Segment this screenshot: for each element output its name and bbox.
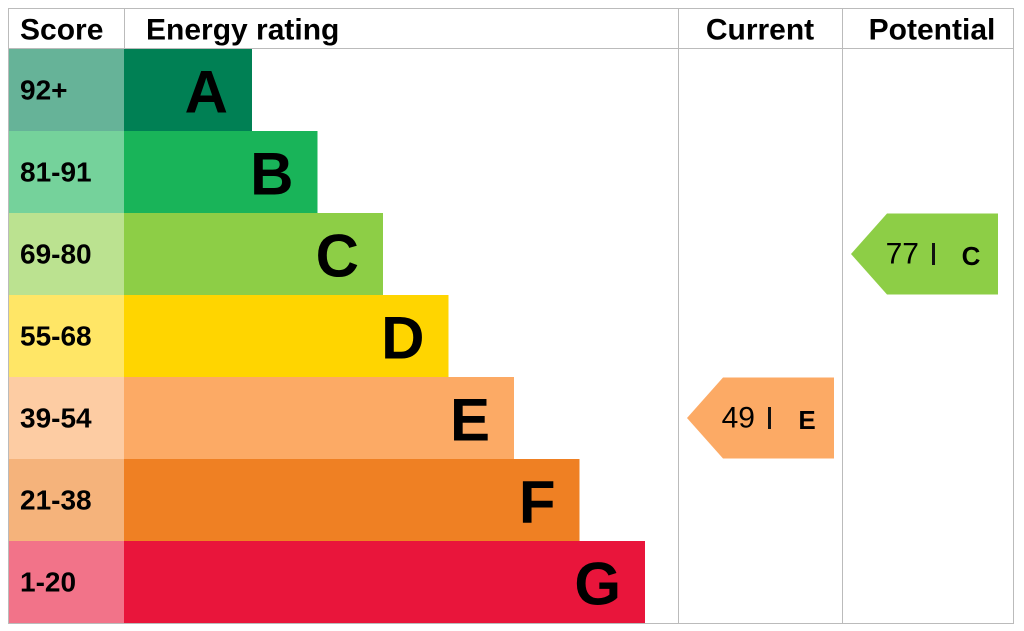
score-label: 69-80 <box>20 239 92 270</box>
band-letter: E <box>450 387 490 454</box>
separator <box>932 243 935 265</box>
band-bar <box>124 459 580 541</box>
score-cell <box>9 541 124 623</box>
rating-arrow <box>851 213 998 295</box>
score-cell <box>9 131 124 213</box>
header: Potential <box>869 14 996 47</box>
score-label: 39-54 <box>20 403 92 434</box>
frame <box>8 8 1014 624</box>
score-cell <box>9 377 124 459</box>
score-label: 81-91 <box>20 157 92 188</box>
rating-arrow <box>687 377 834 459</box>
score-cell <box>9 295 124 377</box>
band-bar <box>124 49 252 131</box>
score-cell <box>9 213 124 295</box>
score-label: 55-68 <box>20 321 92 352</box>
header: Current <box>706 14 814 47</box>
rating-letter: C <box>962 241 981 271</box>
rating-letter: E <box>798 405 815 435</box>
band-bar <box>124 295 449 377</box>
band-letter: A <box>185 59 228 126</box>
header: Score <box>20 14 103 47</box>
rating-value: 49 <box>722 402 755 435</box>
band-letter: B <box>250 141 293 208</box>
band-letter: C <box>316 223 359 290</box>
band-bar <box>124 541 645 623</box>
band-bar <box>124 131 318 213</box>
rating-value: 77 <box>886 238 919 271</box>
band-bar <box>124 213 383 295</box>
band-bar <box>124 377 514 459</box>
band-letter: D <box>381 305 424 372</box>
score-cell <box>9 49 124 131</box>
separator <box>768 407 771 429</box>
band-letter: G <box>574 551 621 618</box>
header: Energy rating <box>146 14 339 47</box>
band-letter: F <box>519 469 556 536</box>
score-label: 21-38 <box>20 485 92 516</box>
score-label: 1-20 <box>20 567 76 598</box>
score-label: 92+ <box>20 75 68 106</box>
score-cell <box>9 459 124 541</box>
